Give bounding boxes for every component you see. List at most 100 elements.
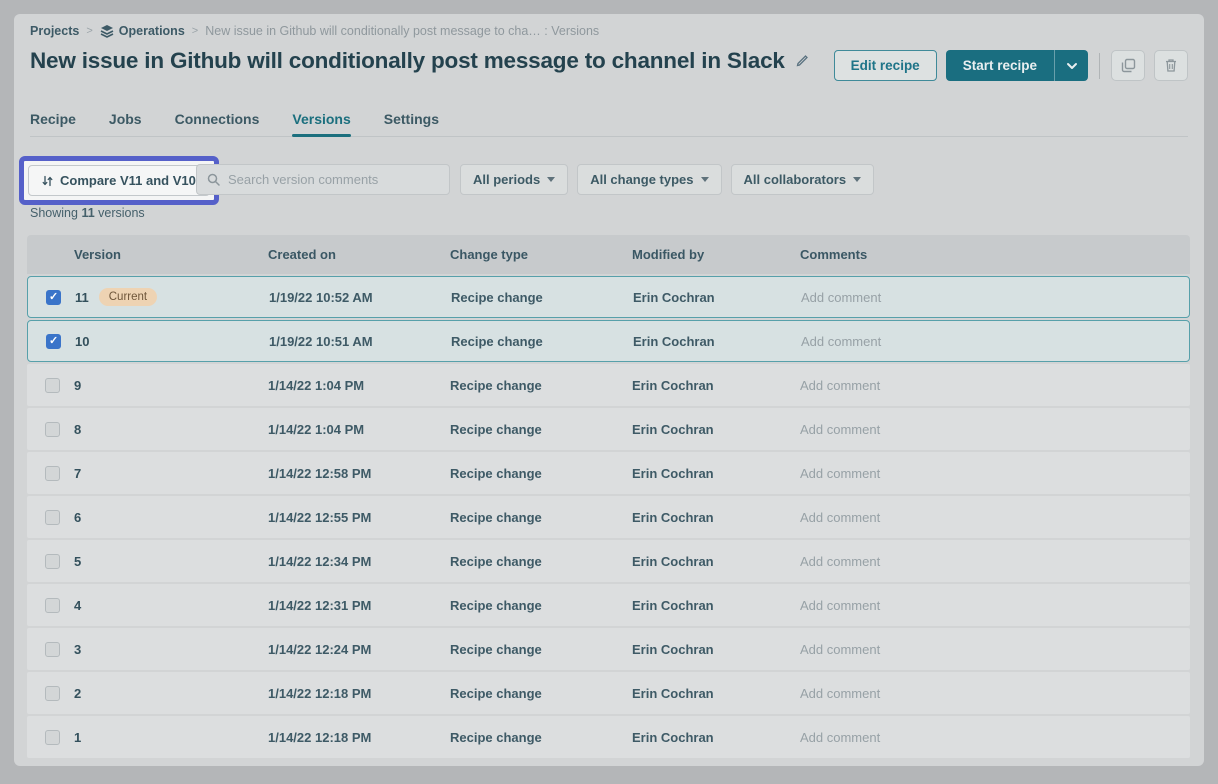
version-number: 9	[74, 377, 82, 393]
table-row[interactable]: 2 1/14/22 12:18 PM Recipe change Erin Co…	[27, 672, 1190, 714]
row-checkbox[interactable]	[45, 421, 60, 437]
chevron-down-icon	[1066, 62, 1078, 70]
chevron-down-icon	[547, 177, 556, 182]
current-badge: Current	[98, 288, 158, 306]
search-input[interactable]	[228, 172, 439, 187]
edit-recipe-button[interactable]: Edit recipe	[833, 50, 937, 81]
row-checkbox[interactable]	[45, 729, 60, 745]
table-row[interactable]: 11 Current 1/19/22 10:52 AM Recipe chang…	[27, 276, 1190, 318]
breadcrumb: Projects > Operations > New issue in Git…	[30, 24, 599, 38]
version-number: 1	[74, 729, 82, 745]
table-header: Version Created on Change type Modified …	[27, 235, 1190, 274]
created-on-value: 1/14/22 12:34 PM	[268, 553, 372, 569]
table-row[interactable]: 6 1/14/22 12:55 PM Recipe change Erin Co…	[27, 496, 1190, 538]
change-type-value: Recipe change	[450, 377, 542, 393]
row-checkbox[interactable]	[45, 377, 60, 393]
showing-count: Showing 11 versions	[30, 206, 145, 220]
change-type-value: Recipe change	[450, 421, 542, 437]
table-row[interactable]: 3 1/14/22 12:24 PM Recipe change Erin Co…	[27, 628, 1190, 670]
modified-by-value: Erin Cochran	[632, 597, 714, 613]
add-comment-field[interactable]: Add comment	[800, 597, 881, 613]
tab-jobs[interactable]: Jobs	[108, 111, 142, 127]
add-comment-field[interactable]: Add comment	[801, 289, 882, 305]
version-number: 8	[74, 421, 82, 437]
change-type-value: Recipe change	[450, 641, 542, 657]
delete-recipe-button[interactable]	[1154, 50, 1188, 81]
trash-icon	[1164, 58, 1178, 73]
change-type-value: Recipe change	[451, 333, 543, 349]
tab-connections[interactable]: Connections	[174, 111, 260, 127]
filter-label: All collaborators	[743, 172, 847, 187]
version-number: 2	[74, 685, 82, 701]
versions-page: Projects > Operations > New issue in Git…	[14, 14, 1204, 766]
filter-all-collaborators[interactable]: All collaborators	[730, 164, 875, 195]
col-comments: Comments	[800, 247, 868, 262]
add-comment-field[interactable]: Add comment	[800, 685, 881, 701]
start-recipe-split-button: Start recipe	[945, 50, 1088, 81]
modified-by-value: Erin Cochran	[633, 289, 715, 305]
add-comment-field[interactable]: Add comment	[801, 333, 882, 349]
filter-all-periods[interactable]: All periods	[460, 164, 569, 195]
modified-by-value: Erin Cochran	[632, 509, 714, 525]
versions-table: Version Created on Change type Modified …	[27, 235, 1190, 758]
add-comment-field[interactable]: Add comment	[800, 421, 881, 437]
breadcrumb-current: New issue in Github will conditionally p…	[205, 24, 600, 38]
version-number: 7	[74, 465, 82, 481]
table-row[interactable]: 7 1/14/22 12:58 PM Recipe change Erin Co…	[27, 452, 1190, 494]
filter-all-change-types[interactable]: All change types	[577, 164, 722, 195]
chevron-down-icon	[700, 177, 709, 182]
row-checkbox[interactable]	[45, 597, 60, 613]
start-recipe-menu-button[interactable]	[1054, 50, 1088, 81]
tab-recipe[interactable]: Recipe	[30, 111, 76, 127]
copy-recipe-button[interactable]	[1111, 50, 1145, 81]
breadcrumb-projects[interactable]: Projects	[30, 24, 80, 38]
version-number: 5	[74, 553, 82, 569]
add-comment-field[interactable]: Add comment	[800, 553, 881, 569]
add-comment-field[interactable]: Add comment	[800, 641, 881, 657]
add-comment-field[interactable]: Add comment	[800, 729, 881, 745]
table-row[interactable]: 1 1/14/22 12:18 PM Recipe change Erin Co…	[27, 716, 1190, 758]
change-type-value: Recipe change	[450, 685, 542, 701]
row-checkbox[interactable]	[45, 641, 60, 657]
table-row[interactable]: 9 1/14/22 1:04 PM Recipe change Erin Coc…	[27, 364, 1190, 406]
row-checkbox[interactable]	[45, 685, 60, 701]
recipe-tabs: Recipe Jobs Connections Versions Setting…	[30, 111, 1188, 137]
table-row[interactable]: 8 1/14/22 1:04 PM Recipe change Erin Coc…	[27, 408, 1190, 450]
compare-versions-label: Compare V11 and V10	[60, 173, 196, 188]
row-checkbox[interactable]	[45, 465, 60, 481]
modified-by-value: Erin Cochran	[632, 685, 714, 701]
col-change-type: Change type	[450, 247, 529, 262]
tab-settings[interactable]: Settings	[383, 111, 439, 127]
col-created-on: Created on	[268, 247, 336, 262]
pencil-icon[interactable]	[795, 54, 809, 68]
table-row[interactable]: 10 1/19/22 10:51 AM Recipe change Erin C…	[27, 320, 1190, 362]
change-type-value: Recipe change	[450, 729, 542, 745]
add-comment-field[interactable]: Add comment	[800, 465, 881, 481]
header-actions: Edit recipe Start recipe	[833, 50, 1188, 81]
row-checkbox[interactable]	[45, 509, 60, 525]
created-on-value: 1/19/22 10:51 AM	[269, 333, 373, 349]
breadcrumb-folder[interactable]: Operations	[118, 24, 185, 38]
chevron-down-icon	[853, 177, 862, 182]
start-recipe-button[interactable]: Start recipe	[945, 50, 1054, 81]
table-row[interactable]: 5 1/14/22 12:34 PM Recipe change Erin Co…	[27, 540, 1190, 582]
add-comment-field[interactable]: Add comment	[800, 509, 881, 525]
version-number: 11	[75, 289, 89, 305]
created-on-value: 1/14/22 12:58 PM	[268, 465, 372, 481]
table-row[interactable]: 4 1/14/22 12:31 PM Recipe change Erin Co…	[27, 584, 1190, 626]
change-type-value: Recipe change	[450, 597, 542, 613]
created-on-value: 1/14/22 12:18 PM	[268, 729, 372, 745]
tab-versions[interactable]: Versions	[292, 111, 352, 137]
row-checkbox[interactable]	[46, 289, 61, 305]
row-checkbox[interactable]	[46, 333, 61, 349]
add-comment-field[interactable]: Add comment	[800, 377, 881, 393]
modified-by-value: Erin Cochran	[633, 333, 715, 349]
modified-by-value: Erin Cochran	[632, 421, 714, 437]
col-version: Version	[74, 247, 121, 262]
modified-by-value: Erin Cochran	[632, 377, 714, 393]
compare-arrows-icon	[42, 175, 53, 187]
version-search	[196, 164, 450, 195]
compare-versions-button[interactable]: Compare V11 and V10	[28, 165, 210, 196]
row-checkbox[interactable]	[45, 553, 60, 569]
page-title: New issue in Github will conditionally p…	[30, 48, 785, 73]
